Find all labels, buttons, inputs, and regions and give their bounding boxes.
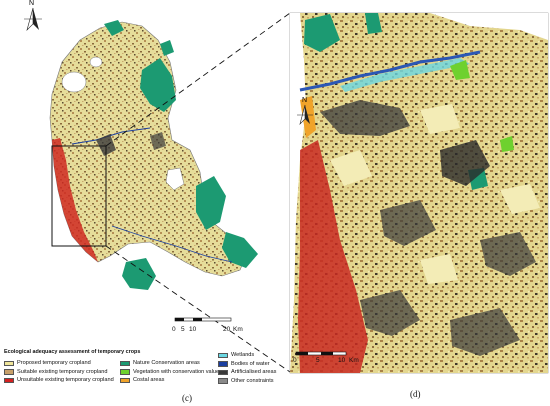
scale-tick: 10 — [338, 357, 346, 364]
proposed-cropland — [420, 254, 458, 284]
conservation-area — [196, 176, 226, 230]
legend-item: Costal areas — [120, 376, 219, 385]
conservation-area — [304, 14, 340, 52]
legend-label: Nature Conservation areas — [133, 360, 200, 367]
off-map — [430, 13, 548, 40]
north-arrow-d — [297, 104, 313, 125]
scale-tick: 0 — [172, 326, 176, 333]
panel-c-map — [49, 20, 258, 290]
artificialised-area — [480, 232, 536, 276]
wetland — [340, 58, 470, 92]
legend-swatch — [4, 360, 14, 366]
scale-tick: 20 — [223, 326, 231, 333]
artificialised-area — [380, 200, 436, 246]
conservation-area — [122, 258, 156, 290]
scale-unit: Km — [233, 326, 243, 333]
legend-swatch — [218, 369, 228, 375]
legend-item: Proposed temporary cropland — [4, 359, 114, 368]
artificialised-area — [150, 132, 166, 150]
legend-label: Artificialised areas — [231, 369, 277, 376]
scale-unit: Km — [349, 357, 359, 364]
artificialised-area — [450, 308, 520, 356]
panel-label-d: (d) — [410, 389, 421, 399]
legend-label: Suitable existing temporary cropland — [17, 368, 108, 375]
conservation-area — [160, 40, 174, 56]
coastal-unsuitable-cropland — [52, 138, 98, 262]
proposed-cropland — [500, 184, 540, 214]
conservation-area — [140, 58, 176, 112]
legend-swatch — [4, 369, 14, 375]
legend-item: Wetlands — [218, 351, 276, 360]
conservation-area — [222, 232, 258, 268]
legend-label: Wetlands — [231, 352, 255, 359]
legend-label: Other constraints — [231, 377, 274, 384]
legend-item: Bodies of water — [218, 360, 276, 369]
conservation-area — [365, 13, 382, 34]
legend-title: Ecological adequacy assessment of tempor… — [4, 349, 141, 355]
artificialised-area — [360, 290, 420, 336]
legend-column-2: Nature Conservation areas Vegetation wit… — [120, 359, 219, 385]
legend-item: Nature Conservation areas — [120, 359, 219, 368]
legend-item: Artificialised areas — [218, 368, 276, 377]
river — [111, 225, 233, 263]
panel-d-map — [289, 12, 549, 374]
north-label-c: N — [29, 0, 35, 7]
legend-swatch — [218, 361, 228, 367]
legend-item: Vegetation with conservation value — [120, 368, 219, 377]
legend-swatch — [4, 377, 14, 383]
proposed-cropland — [420, 104, 460, 134]
legend-swatch — [218, 378, 228, 384]
coastal-unsuitable-cropland — [298, 140, 368, 373]
scale-tick: 5 — [181, 326, 185, 333]
artificialised-area — [320, 100, 410, 136]
legend-column-1: Proposed temporary cropland Suitable exi… — [4, 359, 114, 385]
conservation-area — [104, 20, 124, 36]
proposed-cropland — [330, 150, 372, 186]
legend-column-3: Wetlands Bodies of water Artificialised … — [218, 351, 276, 385]
scale-tick: 5 — [316, 357, 320, 364]
scale-labels-d: 0 5 10 Km — [293, 357, 373, 367]
legend-swatch — [218, 352, 228, 358]
artificialised-area — [440, 140, 490, 186]
inset-connector — [105, 12, 291, 147]
scale-labels-c: 0 5 10 20 Km — [172, 326, 252, 336]
artificialised-area — [96, 134, 116, 156]
lake — [61, 71, 87, 93]
legend-item: Unsuitable existing temporary cropland — [4, 376, 114, 385]
legend-label: Costal areas — [133, 377, 165, 384]
lake — [165, 167, 185, 191]
river — [299, 50, 481, 92]
lake — [89, 56, 103, 68]
legend-label: Proposed temporary cropland — [17, 360, 91, 367]
inset-connector — [105, 245, 291, 373]
legend-label: Unsuitable existing temporary cropland — [17, 377, 114, 384]
legend-swatch — [120, 360, 130, 366]
north-arrow-c — [24, 7, 42, 32]
legend-swatch — [120, 377, 130, 383]
scale-tick: 0 — [293, 357, 297, 364]
legend-label: Vegetation with conservation value — [133, 368, 220, 375]
legend-item: Other constraints — [218, 377, 276, 386]
scale-bar-c — [174, 317, 232, 322]
legend-label: Bodies of water — [231, 360, 270, 367]
legend-swatch — [120, 369, 130, 375]
panel-label-c: (c) — [182, 393, 192, 403]
scale-bar-d — [295, 351, 347, 356]
scale-tick: 10 — [189, 326, 197, 333]
north-label-d: N — [302, 97, 308, 104]
legend-item: Suitable existing temporary cropland — [4, 368, 114, 377]
vegetation-conservation — [500, 136, 514, 152]
inset-frame — [51, 145, 107, 247]
vegetation-conservation — [450, 60, 470, 80]
